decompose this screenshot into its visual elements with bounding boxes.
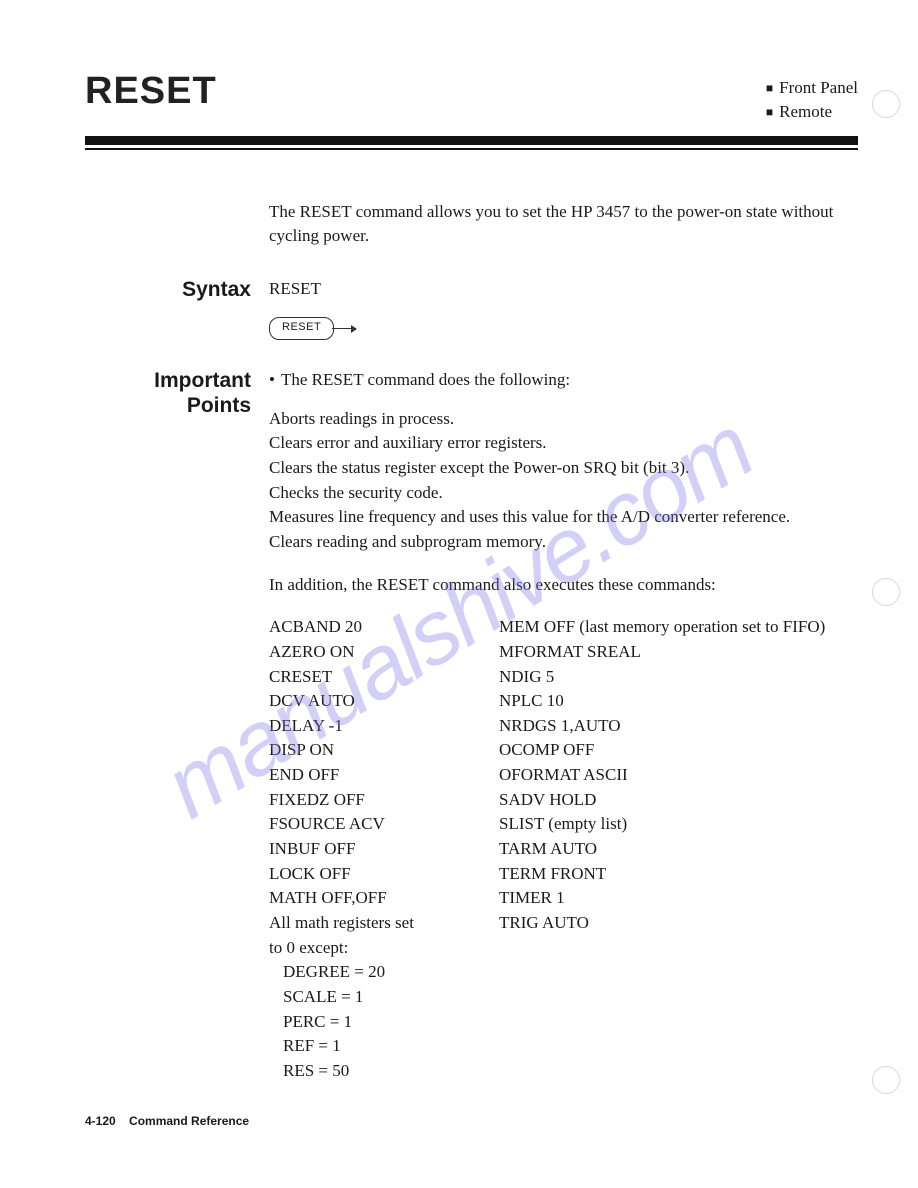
command-col-right: MEM OFF (last memory operation set to FI…: [499, 615, 825, 1083]
arrow-icon: [332, 328, 356, 330]
action-item: Clears reading and subprogram memory.: [269, 530, 858, 555]
action-item: Clears the status register except the Po…: [269, 456, 858, 481]
cmd-item: DELAY -1: [269, 714, 499, 739]
syntax-label: Syntax: [85, 277, 269, 302]
important-points-section: Important Points The RESET command does …: [85, 368, 858, 1083]
cmd-item: MATH OFF,OFF: [269, 886, 499, 911]
intro-text: The RESET command allows you to set the …: [269, 200, 858, 249]
action-item: Clears error and auxiliary error registe…: [269, 431, 858, 456]
cmd-item: INBUF OFF: [269, 837, 499, 862]
cmd-item: MFORMAT SREAL: [499, 640, 825, 665]
cmd-item: NPLC 10: [499, 689, 825, 714]
mode-front-panel: Front Panel: [766, 76, 858, 100]
cmd-item: DCV AUTO: [269, 689, 499, 714]
cmd-item: LOCK OFF: [269, 862, 499, 887]
additional-text: In addition, the RESET command also exec…: [269, 573, 858, 598]
syntax-section: Syntax RESET RESET: [85, 277, 858, 340]
cmd-item: SADV HOLD: [499, 788, 825, 813]
cmd-item: ACBAND 20: [269, 615, 499, 640]
cmd-item: TRIG AUTO: [499, 911, 825, 936]
header: RESET Front Panel Remote: [85, 70, 858, 124]
cmd-item: AZERO ON: [269, 640, 499, 665]
command-col-left: ACBAND 20 AZERO ON CRESET DCV AUTO DELAY…: [269, 615, 499, 1083]
cmd-item: SLIST (empty list): [499, 812, 825, 837]
cmd-item: DISP ON: [269, 738, 499, 763]
punch-hole: [872, 578, 900, 606]
subreg-item: REF = 1: [283, 1034, 499, 1059]
footer: 4-120 Command Reference: [85, 1114, 249, 1128]
mode-remote: Remote: [766, 100, 858, 124]
cmd-item: TERM FRONT: [499, 862, 825, 887]
footer-page-number: 4-120: [85, 1114, 116, 1128]
cmd-item: FIXEDZ OFF: [269, 788, 499, 813]
intro-section: . The RESET command allows you to set th…: [85, 200, 858, 249]
syntax-text: RESET: [269, 277, 858, 302]
subreg-item: PERC = 1: [283, 1010, 499, 1035]
page: manualshive.com RESET Front Panel Remote…: [0, 0, 918, 1188]
page-title: RESET: [85, 70, 217, 113]
cmd-item: END OFF: [269, 763, 499, 788]
cmd-item: CRESET: [269, 665, 499, 690]
rule-thin: [85, 148, 858, 150]
cmd-item: OFORMAT ASCII: [499, 763, 825, 788]
action-list: Aborts readings in process. Clears error…: [269, 407, 858, 555]
sub-registers: DEGREE = 20 SCALE = 1 PERC = 1 REF = 1 R…: [269, 960, 499, 1083]
mode-list: Front Panel Remote: [766, 76, 858, 124]
cmd-item: MEM OFF (last memory operation set to FI…: [499, 615, 825, 640]
cmd-item: NDIG 5: [499, 665, 825, 690]
cmd-item: All math registers set: [269, 911, 499, 936]
punch-hole: [872, 90, 900, 118]
command-columns: ACBAND 20 AZERO ON CRESET DCV AUTO DELAY…: [269, 615, 858, 1083]
syntax-body: RESET RESET: [269, 277, 858, 340]
cmd-item: to 0 except:: [269, 936, 499, 961]
cmd-item: FSOURCE ACV: [269, 812, 499, 837]
rule-thick: [85, 136, 858, 145]
punch-hole: [872, 1066, 900, 1094]
action-item: Aborts readings in process.: [269, 407, 858, 432]
cmd-item: TIMER 1: [499, 886, 825, 911]
cmd-item: TARM AUTO: [499, 837, 825, 862]
footer-section: Command Reference: [129, 1114, 249, 1128]
cmd-item: NRDGS 1,AUTO: [499, 714, 825, 739]
subreg-item: SCALE = 1: [283, 985, 499, 1010]
action-item: Checks the security code.: [269, 481, 858, 506]
subreg-item: RES = 50: [283, 1059, 499, 1084]
important-points-body: The RESET command does the following: Ab…: [269, 368, 858, 1083]
cmd-item: OCOMP OFF: [499, 738, 825, 763]
action-item: Measures line frequency and uses this va…: [269, 505, 858, 530]
reset-key-icon: RESET: [269, 317, 334, 340]
lead-bullet: The RESET command does the following:: [269, 368, 858, 393]
important-points-label: Important Points: [85, 368, 269, 418]
subreg-item: DEGREE = 20: [283, 960, 499, 985]
